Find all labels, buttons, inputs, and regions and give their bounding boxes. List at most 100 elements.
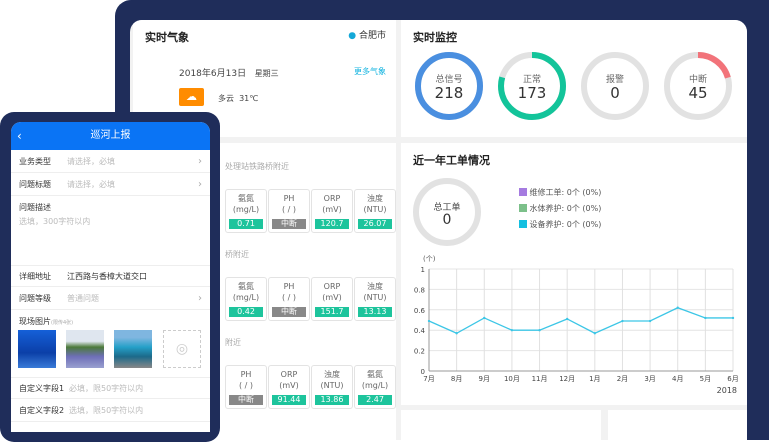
- metric-value: 中断: [272, 219, 306, 229]
- data-point: [510, 329, 514, 332]
- metric-value: 中断: [229, 395, 263, 405]
- metric-name: 氨氮: [238, 194, 254, 203]
- y-tick-label: 0: [421, 368, 425, 376]
- water-metric-card[interactable]: PH ( / ) 中断: [225, 365, 267, 409]
- ring-label: 总信号: [435, 75, 463, 85]
- address-value: 江西路与香樟大道交口: [67, 272, 147, 281]
- metric-unit: (mV): [322, 293, 342, 302]
- field-business-type[interactable]: 业务类型 请选择，必填 ›: [11, 151, 210, 173]
- partly-cloudy-icon: ☁: [179, 88, 204, 106]
- metric-name: 浊度: [324, 370, 340, 379]
- location[interactable]: ● 合肥市: [348, 28, 386, 41]
- monitor-ring[interactable]: 正常 173: [496, 50, 568, 122]
- photos-hint: (限传4张): [51, 320, 74, 326]
- monitor-ring[interactable]: 中断 45: [662, 50, 734, 122]
- ring-value: 173: [517, 84, 547, 102]
- photo-thumbnail[interactable]: [66, 330, 104, 368]
- metric-name: 浊度: [367, 282, 383, 291]
- data-point: [483, 316, 486, 320]
- metric-unit: ( / ): [281, 293, 297, 302]
- field-placeholder: 必填，限50字符以内: [69, 384, 144, 393]
- y-tick-label: 1: [421, 266, 425, 274]
- metric-name: 氨氮: [238, 282, 254, 291]
- water-metric-card[interactable]: ORP (mV) 120.7: [311, 189, 353, 233]
- desc-textarea[interactable]: 选填，300字符以内: [19, 217, 91, 226]
- water-metric-card[interactable]: 浊度 (NTU) 13.13: [354, 277, 396, 321]
- metric-unit: (NTU): [363, 205, 387, 214]
- back-icon[interactable]: ‹: [17, 129, 22, 143]
- water-metric-card[interactable]: 氨氮 (mg/L) 0.42: [225, 277, 267, 321]
- condition: 多云: [218, 94, 234, 103]
- legend-value: 0个 (0%): [566, 204, 602, 213]
- metric-unit: (mg/L): [232, 293, 260, 302]
- field-placeholder: 选填，限50字符以内: [69, 406, 144, 415]
- field-address[interactable]: 详细地址 江西路与香樟大道交口: [11, 265, 210, 287]
- y-tick-label: 0.8: [414, 286, 425, 294]
- ring-value: 0: [610, 84, 620, 102]
- site-name: 桥附近: [225, 250, 249, 259]
- monitor-ring[interactable]: 报警 0: [579, 50, 651, 122]
- series-line: [428, 307, 733, 334]
- water-metric-card[interactable]: ORP (mV) 151.7: [311, 277, 353, 321]
- legend-value: 0个 (0%): [566, 220, 602, 229]
- data-point: [621, 319, 624, 323]
- x-tick-label: 7月: [423, 375, 434, 383]
- water-metric-card[interactable]: ORP (mV) 91.44: [268, 365, 310, 409]
- water-metric-card[interactable]: PH ( / ) 中断: [268, 189, 310, 233]
- metric-name: ORP: [280, 370, 298, 379]
- x-tick-label: 3月: [644, 375, 655, 383]
- x-tick-label: 10月: [504, 375, 520, 383]
- field-level[interactable]: 问题等级 普通问题 ›: [11, 288, 210, 310]
- total-orders-value: 0: [442, 212, 452, 228]
- water-metric-card[interactable]: PH ( / ) 中断: [268, 277, 310, 321]
- data-point: [648, 319, 652, 323]
- x-tick-label: 1月: [589, 375, 600, 383]
- legend-item: 水体养护: 0个 (0%): [519, 203, 601, 214]
- metric-unit: (mg/L): [232, 205, 260, 214]
- location-pin-icon: ●: [348, 31, 357, 41]
- metric-value: 13.86: [315, 395, 349, 405]
- water-metric-card[interactable]: 浊度 (NTU) 26.07: [354, 189, 396, 233]
- more-weather-link[interactable]: 更多气象: [354, 67, 386, 76]
- legend-swatch: [519, 220, 527, 228]
- weekday: 星期三: [254, 69, 279, 78]
- photo-thumbnail[interactable]: [114, 330, 152, 368]
- ring-gauge: [415, 52, 483, 120]
- metric-value: 0.42: [229, 307, 263, 317]
- water-metric-card[interactable]: 氨氮 (mg/L) 2.47: [354, 365, 396, 409]
- ring-value: 218: [434, 84, 464, 102]
- photo-thumbnail[interactable]: [18, 330, 56, 368]
- data-point: [538, 329, 541, 332]
- legend-item: 设备养护: 0个 (0%): [519, 219, 601, 230]
- metric-unit: (NTU): [363, 293, 387, 302]
- ring-label: 报警: [605, 75, 624, 85]
- water-metric-card[interactable]: 浊度 (NTU) 13.86: [311, 365, 353, 409]
- metric-unit: ( / ): [238, 381, 254, 390]
- legend-label: 设备养护:: [529, 220, 565, 229]
- metric-unit: (mg/L): [361, 381, 389, 390]
- date: 2018年6月13日: [179, 69, 247, 79]
- custom-field-2[interactable]: 自定义字段2 选填，限50字符以内: [11, 400, 210, 422]
- metric-unit: (mV): [279, 381, 299, 390]
- metric-value: 91.44: [272, 395, 306, 405]
- y-tick-label: 0.6: [414, 307, 426, 315]
- work-order-card: 近一年工单情况 总工单 0 维修工单: 0个 (0%) 水体养护: 0个 (0%…: [401, 143, 747, 405]
- weather-condition: 多云 31℃: [218, 93, 258, 104]
- metric-name: ORP: [323, 194, 341, 203]
- monitor-ring[interactable]: 总信号 218: [413, 50, 485, 122]
- x-tick-label: 9月: [479, 375, 490, 383]
- custom-field-1[interactable]: 自定义字段1 必填，限50字符以内: [11, 377, 210, 399]
- total-orders-label: 总工单: [433, 203, 461, 213]
- ring-gauge: [664, 52, 732, 120]
- metric-name: PH: [240, 370, 252, 379]
- y-tick-label: 0.2: [414, 348, 425, 356]
- field-label: 问题标题: [19, 180, 51, 189]
- phone-screen: ‹ 巡河上报 业务类型 请选择，必填 › 问题标题 请选择，必填 › 问题描述 选填，3…: [11, 122, 210, 432]
- water-metric-card[interactable]: 氨氮 (mg/L) 0.71: [225, 189, 267, 233]
- add-photo-camera-icon[interactable]: ◎: [163, 330, 201, 368]
- field-issue-title[interactable]: 问题标题 请选择，必填 ›: [11, 174, 210, 196]
- orders-title: 近一年工单情况: [413, 154, 490, 167]
- metric-value: 中断: [272, 307, 306, 317]
- legend-item: 维修工单: 0个 (0%): [519, 187, 601, 198]
- metric-name: 氨氮: [367, 370, 383, 379]
